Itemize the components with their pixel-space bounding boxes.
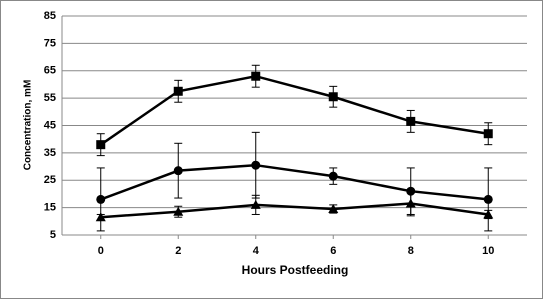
marker (328, 171, 338, 181)
y-tick-label: 15 (44, 202, 56, 214)
marker (483, 129, 493, 139)
marker (250, 199, 261, 209)
marker (251, 160, 261, 170)
marker (173, 166, 183, 176)
marker (328, 92, 338, 102)
series-line (100, 202, 489, 219)
y-tick-label: 5 (50, 229, 56, 241)
marker (483, 194, 493, 204)
marker (95, 212, 106, 222)
marker (173, 86, 183, 96)
y-tick-label: 75 (44, 37, 56, 49)
x-tick-label: 6 (330, 245, 336, 257)
x-tick-label: 0 (98, 245, 104, 257)
series-line (100, 163, 489, 201)
marker (328, 203, 339, 213)
marker (406, 116, 416, 126)
y-axis-label: Concentration, mM (23, 80, 34, 171)
marker (483, 209, 494, 219)
marker (96, 194, 106, 204)
marker (405, 198, 416, 208)
y-tick-label: 65 (44, 65, 56, 77)
y-tick-label: 25 (44, 174, 56, 186)
x-axis-label: Hours Postfeeding (242, 263, 349, 277)
marker (251, 71, 261, 81)
x-tick-label: 2 (175, 245, 181, 257)
x-tick-label: 10 (482, 245, 494, 257)
marker (96, 140, 106, 150)
y-tick-label: 45 (44, 119, 56, 131)
y-tick-label: 35 (44, 147, 56, 159)
x-tick-label: 4 (253, 245, 260, 257)
series-line (100, 74, 489, 146)
y-tick-label: 55 (44, 92, 56, 104)
marker (173, 206, 184, 216)
y-tick-label: 85 (44, 10, 56, 22)
x-tick-label: 8 (408, 245, 414, 257)
